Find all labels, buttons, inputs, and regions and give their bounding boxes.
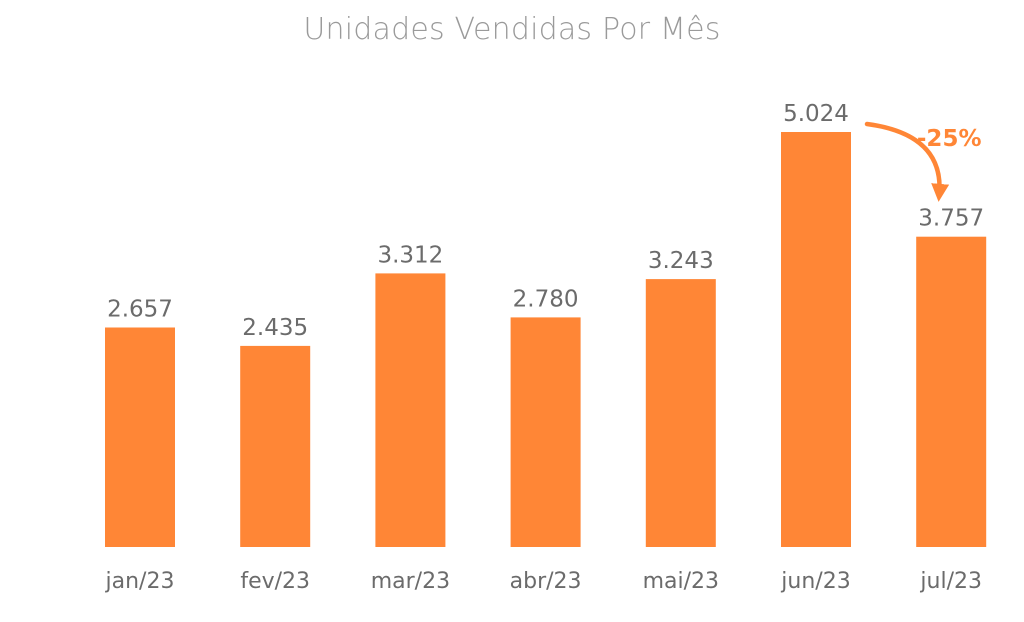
value-label-mai-23: 3.243 (648, 248, 714, 274)
tick-label-abr-23: abr/23 (510, 569, 582, 594)
bar-mar-23 (375, 273, 446, 547)
tick-label-jun-23: jun/23 (780, 569, 850, 594)
tick-label-fev-23: fev/23 (240, 569, 310, 594)
value-label-fev-23: 2.435 (242, 315, 308, 341)
tick-label-jul-23: jul/23 (919, 569, 982, 594)
decrease-arrow (864, 121, 950, 202)
value-label-jul-23: 3.757 (918, 206, 984, 232)
bar-jul-23 (916, 236, 987, 547)
bar-jun-23 (781, 132, 851, 547)
value-label-abr-23: 2.780 (513, 286, 579, 312)
bars-layer (105, 132, 987, 547)
bar-mai-23 (645, 279, 716, 547)
value-label-jun-23: 5.024 (783, 101, 849, 127)
bar-fev-23 (240, 345, 311, 547)
value-label-mar-23: 3.312 (377, 242, 443, 268)
value-label-jan-23: 2.657 (107, 297, 173, 323)
bar-abr-23 (510, 317, 581, 547)
tick-label-mai-23: mai/23 (643, 569, 719, 594)
x-axis-tick-labels: jan/23 fev/23 mar/23 abr/23 mai/23 jun/23 jul/… (105, 569, 982, 594)
annotation-layer: -25% (864, 121, 982, 202)
bar-jan-23 (105, 327, 175, 547)
value-labels-layer: 2.657 2.435 3.312 2.780 3.243 5.024 3.757 (107, 101, 984, 341)
tick-label-jan-23: jan/23 (105, 569, 175, 594)
chart-title: Unidades Vendidas Por Mês (303, 12, 721, 47)
tick-label-mar-23: mar/23 (371, 569, 450, 594)
annotation-label: -25% (917, 126, 982, 152)
